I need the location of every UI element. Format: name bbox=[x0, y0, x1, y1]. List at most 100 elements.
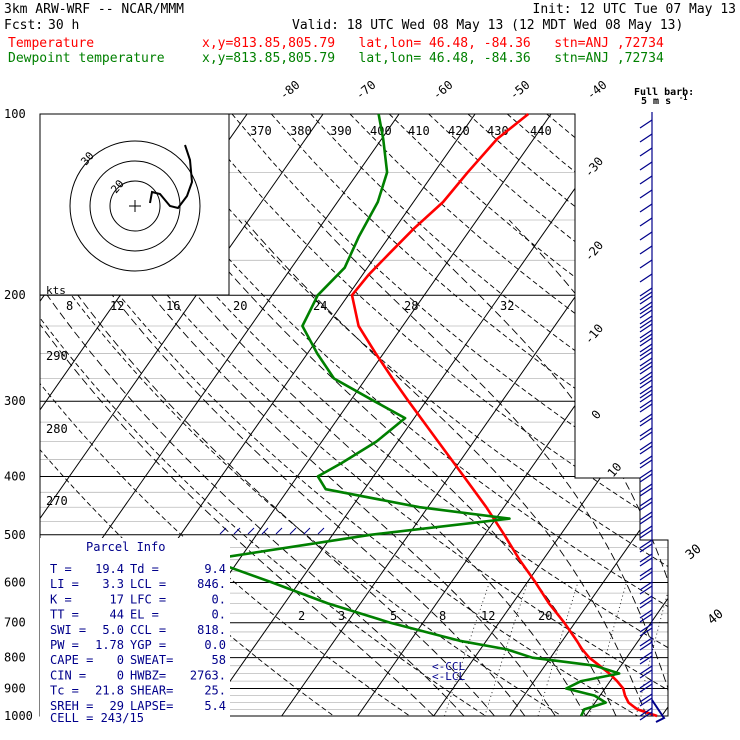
wind-barb bbox=[639, 133, 653, 143]
dry-adiabat bbox=[152, 114, 668, 716]
parcel-field-value: 0. bbox=[212, 592, 226, 606]
wind-barb bbox=[639, 431, 653, 441]
parcel-field-label: LI = bbox=[50, 577, 79, 591]
level-wind-mark bbox=[219, 527, 227, 535]
wind-barb bbox=[639, 403, 653, 413]
parcel-field-label: PW = bbox=[50, 638, 79, 652]
wind-barb bbox=[639, 459, 653, 469]
level-wind-mark bbox=[317, 527, 325, 535]
level-wind-mark bbox=[289, 527, 297, 535]
speed-label: 24 bbox=[313, 299, 327, 313]
wind-barb bbox=[639, 501, 653, 511]
speed-label: 12 bbox=[110, 299, 124, 313]
mixing-ratio-label: 12 bbox=[481, 609, 495, 623]
parcel-field-value: 0.0 bbox=[204, 638, 226, 652]
theta-e-label: 420 bbox=[448, 124, 470, 138]
isotherm-label: -20 bbox=[582, 238, 607, 264]
parcel-field-value: 0. bbox=[212, 608, 226, 622]
parcel-field-label: LFC = bbox=[130, 592, 166, 606]
wind-barb bbox=[639, 375, 653, 385]
dry-adiabat bbox=[507, 114, 668, 716]
dry-adiabat bbox=[40, 114, 562, 716]
parcel-field-label: Tc = bbox=[50, 684, 79, 698]
temperature-line bbox=[350, 112, 658, 718]
mixing-ratio-label: 20 bbox=[538, 609, 552, 623]
wind-barb bbox=[639, 309, 653, 319]
wind-barb bbox=[639, 441, 653, 451]
dry-adiabat bbox=[192, 114, 668, 716]
pressure-label: 200 bbox=[4, 288, 26, 302]
moist-adiabat bbox=[40, 219, 495, 716]
legend-dewpoint-info: x,y=813.85,805.79 lat,lon= 46.48, -84.36… bbox=[202, 51, 664, 66]
wind-barb bbox=[639, 637, 653, 647]
wind-barb bbox=[639, 641, 653, 651]
parcel-field-value: 0 bbox=[117, 668, 124, 682]
parcel-field-value: 846. bbox=[197, 577, 226, 591]
level-wind-mark bbox=[303, 527, 311, 535]
wind-barb bbox=[639, 613, 653, 623]
isotherm-label: 0 bbox=[589, 407, 604, 422]
parcel-info-bg bbox=[40, 538, 230, 724]
legend-dewpoint-name: Dewpoint temperature bbox=[8, 51, 165, 66]
wind-barb bbox=[639, 393, 653, 403]
parcel-field-value: 58 bbox=[212, 653, 226, 667]
level-wind-mark bbox=[275, 527, 283, 535]
parcel-field-label: Td = bbox=[130, 562, 159, 576]
parcel-field-label: CAPE = bbox=[50, 653, 93, 667]
moist-adiabat bbox=[40, 219, 435, 716]
hodograph-ring bbox=[69, 140, 201, 272]
wind-barb bbox=[639, 655, 653, 665]
wind-barb bbox=[639, 595, 653, 605]
wind-barb bbox=[639, 389, 653, 399]
barb-legend-title: Full barb: bbox=[634, 87, 694, 98]
dry-adiabat bbox=[625, 114, 668, 716]
wind-barb bbox=[639, 609, 653, 619]
theta-e-label: 440 bbox=[530, 124, 552, 138]
barb-legend-exponent: -1 bbox=[679, 94, 687, 102]
model-title: 3km ARW-WRF -- NCAR/MMM bbox=[4, 2, 185, 17]
wind-barb bbox=[639, 539, 653, 549]
wind-barb bbox=[639, 319, 653, 329]
moist-adiabat bbox=[315, 219, 668, 716]
isotherm-label: -80 bbox=[277, 78, 303, 103]
wind-barb bbox=[639, 487, 653, 497]
wind-barb bbox=[639, 259, 653, 269]
parcel-field-label: EL = bbox=[130, 608, 159, 622]
pressure-label: 900 bbox=[4, 681, 26, 695]
theta-label: 290 bbox=[46, 349, 68, 363]
isotherm-label: 40 bbox=[705, 607, 727, 629]
hodograph-unit: kts bbox=[46, 284, 66, 297]
mixing-ratio-line bbox=[698, 582, 729, 716]
theta-label: 280 bbox=[46, 422, 68, 436]
moist-adiabat bbox=[40, 219, 465, 716]
moist-adiabat bbox=[57, 219, 526, 716]
wind-barb bbox=[639, 679, 653, 689]
mixing-ratio-label: 3 bbox=[338, 609, 345, 623]
moist-adiabat bbox=[135, 219, 587, 716]
wind-barb bbox=[639, 413, 653, 423]
wind-barb bbox=[639, 483, 653, 493]
wind-barb bbox=[639, 473, 653, 483]
parcel-field-label: SREH = bbox=[50, 699, 93, 713]
hodograph-ring bbox=[109, 180, 161, 232]
wind-barb bbox=[639, 343, 653, 353]
pressure-label: 400 bbox=[4, 469, 26, 483]
wind-barb bbox=[639, 427, 653, 437]
parcel-field-label: SHEAR= bbox=[130, 684, 173, 698]
pressure-label: 500 bbox=[4, 528, 26, 542]
parcel-field-value: 21.8 bbox=[95, 684, 124, 698]
wind-barb bbox=[639, 347, 653, 357]
parcel-field-value: 44 bbox=[110, 608, 124, 622]
isotherm-label: -50 bbox=[507, 78, 533, 103]
wind-barb bbox=[639, 455, 653, 465]
wind-barb bbox=[639, 361, 653, 371]
wind-barb bbox=[639, 175, 653, 185]
moist-adiabat bbox=[93, 219, 556, 716]
wind-barb bbox=[639, 683, 653, 693]
level-wind-mark bbox=[233, 527, 241, 535]
dry-adiabat bbox=[664, 114, 668, 716]
wind-barb bbox=[639, 371, 653, 381]
level-wind-mark bbox=[261, 527, 269, 535]
parcel-field-label: CCL = bbox=[130, 623, 166, 637]
isotherm-line bbox=[357, 114, 668, 716]
